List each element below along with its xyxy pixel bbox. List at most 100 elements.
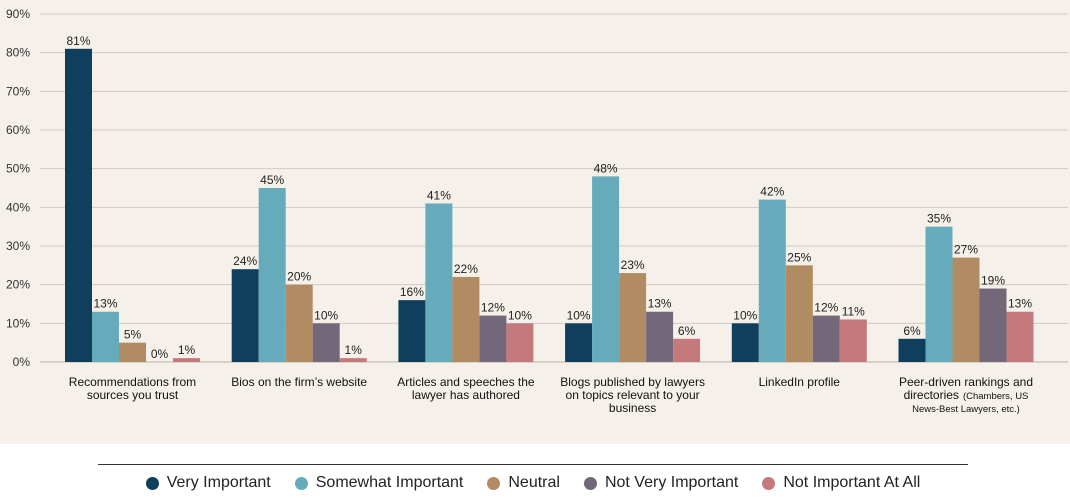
data-label: 45% (260, 173, 284, 187)
y-tick-label: 80% (6, 46, 30, 60)
category-label: Peer-driven rankings and (899, 375, 1033, 389)
data-label: 41% (427, 188, 451, 202)
legend-label: Somewhat Important (315, 474, 464, 491)
bar-neutral (452, 276, 480, 362)
bar-neutral (119, 342, 146, 362)
category-label: sources you trust (87, 388, 179, 402)
legend-swatch (583, 476, 597, 490)
category-label-text: Peer-driven rankings and (899, 375, 1033, 389)
legend-item-neutral: Neutral (487, 474, 560, 492)
bar-very-important (731, 323, 759, 362)
category-label: on topics relevant to your (566, 388, 700, 402)
data-label: 23% (621, 258, 645, 272)
category-label-text: Bios on the firm’s website (231, 375, 367, 389)
bar-very-important (898, 338, 926, 362)
data-label: 11% (842, 304, 865, 318)
data-label: 35% (927, 212, 951, 226)
bar-not-important-at-all (173, 358, 200, 362)
legend-swatch (145, 476, 159, 490)
data-label: 10% (314, 308, 338, 322)
category-label: LinkedIn profile (759, 375, 841, 389)
category-label-note: News-Best Lawyers, etc.) (912, 404, 1020, 415)
bar-not-very-important (312, 323, 340, 362)
bar-somewhat-important (758, 199, 786, 362)
legend-swatch (487, 476, 501, 490)
category-label-text: LinkedIn profile (759, 375, 841, 389)
y-tick-label: 60% (6, 123, 30, 137)
legend-item-not-important-at-all: Not Important At All (762, 474, 920, 492)
category-label-text: lawyer has authored (412, 388, 520, 402)
y-tick-label: 70% (6, 84, 30, 98)
category-label: business (609, 401, 656, 415)
y-tick-label: 50% (6, 162, 30, 176)
category-label-text: directories (904, 388, 959, 402)
bar-neutral (285, 284, 313, 362)
bar-neutral (785, 265, 813, 362)
bar-not-important-at-all (339, 358, 367, 362)
legend-label: Very Important (166, 474, 271, 491)
legend-item-somewhat-important: Somewhat Important (294, 474, 464, 492)
bar-chart: 0% 10% 20% 30% 40% 50% 60% 70% 80% 90% 81% 24% 16% 10… (6, 7, 1068, 415)
data-label: 10% (508, 308, 532, 322)
category-label-note: (Chambers, US (963, 391, 1028, 402)
bar-not-very-important (812, 315, 840, 362)
bar-neutral (619, 273, 647, 362)
category-label-text: business (609, 401, 656, 415)
data-label: 0% (151, 347, 169, 361)
bar-somewhat-important (258, 188, 286, 362)
data-label: 24% (233, 254, 257, 268)
category-label: lawyer has authored (412, 388, 520, 402)
y-tick-label: 40% (6, 200, 30, 214)
data-label: 1% (178, 343, 196, 357)
data-label: 13% (93, 297, 117, 311)
bar-somewhat-important (92, 311, 119, 362)
legend: Very Important Somewhat Important Neutral N… (98, 464, 968, 492)
data-label: 81% (66, 34, 90, 48)
bar-very-important (65, 48, 92, 363)
legend-swatch (294, 476, 308, 490)
data-label: 13% (648, 297, 672, 311)
data-label: 12% (814, 301, 838, 315)
bar-somewhat-important (925, 226, 953, 362)
data-label: 13% (1008, 297, 1032, 311)
bar-very-important (231, 269, 259, 362)
data-label: 10% (567, 308, 591, 322)
data-label: 6% (678, 324, 696, 338)
legend-item-not-very-important: Not Very Important (583, 474, 738, 492)
data-label: 16% (400, 285, 424, 299)
y-tick-label: 20% (6, 278, 30, 292)
bar-not-important-at-all (506, 323, 534, 362)
legend-item-very-important: Very Important (145, 474, 271, 492)
category-label: Blogs published by lawyers (560, 375, 705, 389)
bar-not-very-important (646, 311, 674, 362)
chart-panel (0, 0, 1070, 444)
data-label: 22% (454, 262, 478, 276)
y-tick-label: 90% (6, 7, 30, 21)
category-label: directories (Chambers, US (904, 388, 1029, 402)
y-tick-label: 30% (6, 239, 30, 253)
category-label: Recommendations from (69, 375, 196, 389)
data-label: 10% (733, 308, 757, 322)
data-label: 48% (594, 161, 618, 175)
bar-not-very-important (479, 315, 507, 362)
legend-label: Not Important At All (783, 474, 921, 491)
category-label-text: Blogs published by lawyers (560, 375, 705, 389)
legend-swatch (762, 476, 776, 490)
data-label: 27% (954, 243, 978, 257)
category-label-text: Articles and speeches the (397, 375, 535, 389)
bar-not-important-at-all (839, 319, 867, 362)
y-tick-label: 10% (6, 316, 30, 330)
data-label: 5% (124, 328, 142, 342)
data-label: 25% (787, 250, 811, 264)
data-label: 19% (981, 274, 1005, 288)
bar-somewhat-important (592, 176, 620, 362)
legend-label: Neutral (508, 474, 560, 491)
category-label: News-Best Lawyers, etc.) (912, 404, 1020, 415)
bar-very-important (398, 300, 426, 362)
data-label: 20% (287, 270, 311, 284)
category-label: Bios on the firm’s website (231, 375, 367, 389)
data-label: 42% (760, 185, 784, 199)
bar-very-important (565, 323, 593, 362)
y-tick-label: 0% (13, 355, 31, 369)
category-label-text: sources you trust (87, 388, 179, 402)
